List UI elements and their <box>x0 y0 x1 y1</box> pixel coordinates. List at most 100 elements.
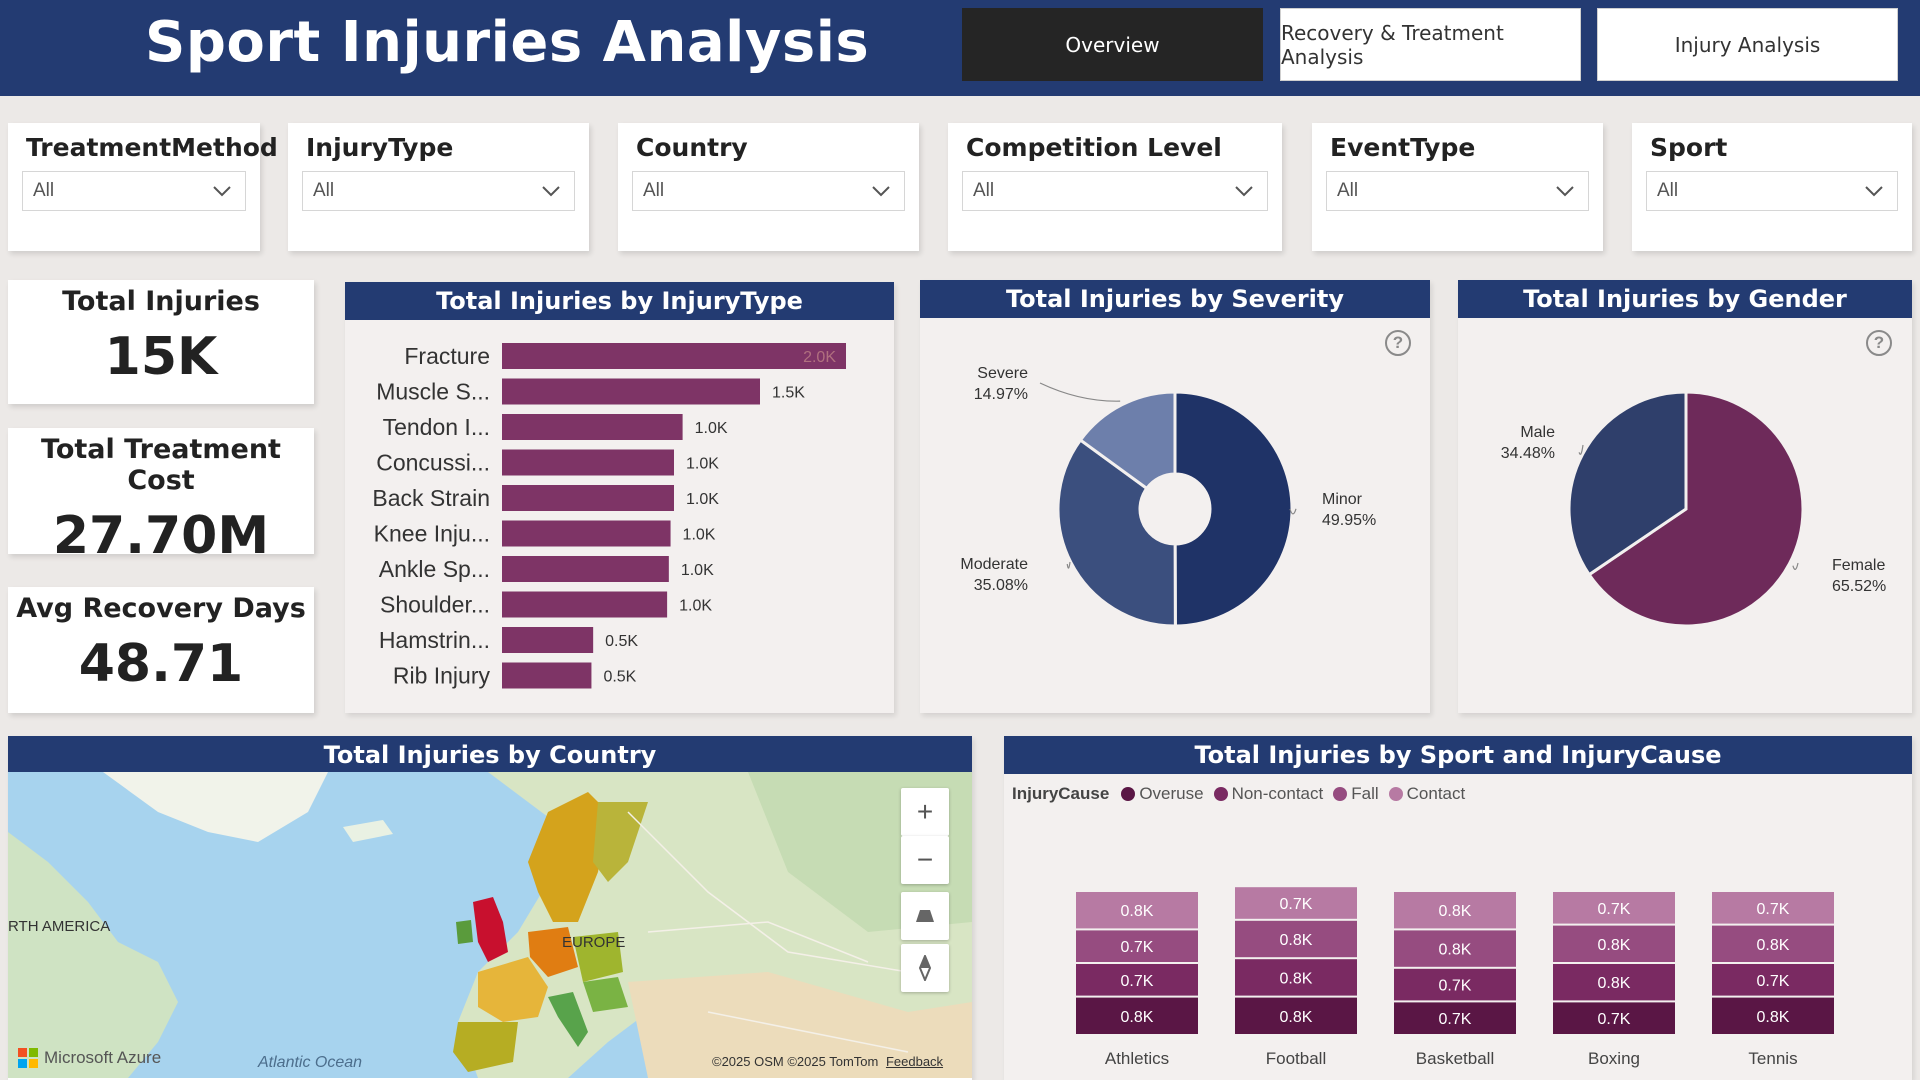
kpi-label: Avg Recovery Days <box>16 593 306 624</box>
kpi-value: 27.70M <box>52 506 270 566</box>
stack-segment <box>1553 1002 1675 1034</box>
panel-title: Total Injuries by Sport and InjuryCause <box>1004 736 1912 774</box>
help-icon[interactable]: ? <box>1385 330 1411 356</box>
country-dropdown[interactable]: All <box>632 171 905 211</box>
chevron-down-icon <box>542 186 560 197</box>
data-label: 0.7K <box>1439 1011 1472 1028</box>
country-shape[interactable] <box>583 977 628 1012</box>
country-shape[interactable] <box>548 992 588 1047</box>
legend-item-fall[interactable]: Fall <box>1333 784 1379 804</box>
help-icon[interactable]: ? <box>1866 330 1892 356</box>
slicer-country: Country All <box>618 123 919 251</box>
country-shape[interactable] <box>478 957 548 1022</box>
data-label: 2.0K <box>803 349 836 366</box>
data-label: 1.0K <box>681 562 714 579</box>
data-label: 0.8K <box>1121 1009 1154 1026</box>
leader-line <box>1289 508 1297 515</box>
severity-donut-chart: Minor 49.95% Moderate 35.08% Severe 14.97% <box>960 365 1376 628</box>
stack-segment <box>1712 925 1834 962</box>
category-label: Tendon I... <box>383 414 490 440</box>
leader-line <box>1066 561 1071 569</box>
stack-segment <box>1712 964 1834 996</box>
country-shape[interactable] <box>528 927 578 977</box>
legend-swatch <box>1333 787 1348 801</box>
pie-slice <box>1078 390 1177 491</box>
data-label: 0.8K <box>1598 975 1631 992</box>
country-shape[interactable] <box>456 920 473 944</box>
tilt-button[interactable] <box>901 892 949 940</box>
data-label: 0.8K <box>1280 932 1313 949</box>
slice-name-label: Male <box>1520 424 1555 441</box>
data-label: 0.8K <box>1757 1009 1790 1026</box>
zoom-in-button[interactable]: + <box>901 788 949 836</box>
panel-title: Total Injuries by Severity <box>920 280 1430 318</box>
country-shape[interactable] <box>593 802 648 882</box>
country-shape[interactable] <box>573 932 623 982</box>
data-label: 0.8K <box>1121 903 1154 920</box>
page-title: Sport Injuries Analysis <box>145 10 870 75</box>
map-brand: Microsoft Azure <box>18 1048 161 1068</box>
dropdown-value: All <box>1657 180 1679 201</box>
legend-swatch <box>1213 787 1228 801</box>
sport-dropdown[interactable]: All <box>1646 171 1898 211</box>
landmass <box>8 832 178 1078</box>
country-shape[interactable] <box>528 792 608 922</box>
stack-segment <box>1235 959 1357 996</box>
event-type-dropdown[interactable]: All <box>1326 171 1589 211</box>
country-shape[interactable] <box>453 1022 518 1072</box>
landmass <box>628 972 972 1078</box>
stack-segment <box>1553 892 1675 924</box>
legend-item-overuse[interactable]: Overuse <box>1121 784 1204 804</box>
tab-recovery-treatment[interactable]: Recovery & Treatment Analysis <box>1280 8 1581 81</box>
category-label: Boxing <box>1588 1049 1640 1068</box>
dropdown-value: All <box>1337 180 1359 201</box>
treatment-method-dropdown[interactable]: All <box>22 171 246 211</box>
category-label: Athletics <box>1105 1049 1169 1068</box>
slice-value-label: 34.48% <box>1501 445 1555 462</box>
data-label: 0.5K <box>603 669 636 686</box>
injury-type-dropdown[interactable]: All <box>302 171 575 211</box>
legend-title: InjuryCause <box>1012 784 1110 803</box>
map-feedback-link[interactable]: Feedback <box>885 1054 944 1069</box>
data-label: 0.7K <box>1598 901 1631 918</box>
slicer-title: Country <box>636 133 748 162</box>
tab-injury-analysis[interactable]: Injury Analysis <box>1597 8 1898 81</box>
slice-value-label: 35.08% <box>974 577 1028 594</box>
map-brand-text: Microsoft Azure <box>44 1048 162 1067</box>
map-canvas <box>8 772 972 1078</box>
category-label: Fracture <box>404 343 490 369</box>
zoom-in-glyph: + <box>916 796 934 827</box>
zoom-out-button[interactable]: − <box>901 836 949 884</box>
compass-button[interactable] <box>901 944 949 992</box>
stack-segment <box>1076 930 1198 962</box>
map-label-europe: EUROPE <box>562 934 626 951</box>
category-label: Muscle S... <box>376 379 490 405</box>
legend-item-contact[interactable]: Contact <box>1388 784 1465 804</box>
data-label: 0.7K <box>1121 973 1154 990</box>
tab-overview[interactable]: Overview <box>962 8 1263 81</box>
slicer-title: Sport <box>1650 133 1728 162</box>
chevron-down-icon <box>1865 186 1883 197</box>
bar <box>502 627 594 653</box>
category-label: Tennis <box>1748 1049 1797 1068</box>
competition-level-dropdown[interactable]: All <box>962 171 1268 211</box>
category-label: Football <box>1266 1049 1326 1068</box>
data-label: 1.0K <box>679 598 712 615</box>
country-map[interactable]: RTH AMERICA EUROPE Atlantic Ocean Micros… <box>8 772 972 1078</box>
chevron-down-icon <box>1235 186 1253 197</box>
microsoft-logo-icon <box>18 1048 38 1068</box>
leader-line <box>1578 444 1584 455</box>
data-label: 1.0K <box>686 491 719 508</box>
data-label: 1.0K <box>686 456 719 473</box>
slice-value-label: 49.95% <box>1322 512 1376 529</box>
data-label: 0.7K <box>1757 973 1790 990</box>
panel-title: Total Injuries by Gender <box>1458 280 1912 318</box>
map-label-north-america: RTH AMERICA <box>8 918 111 935</box>
country-shape[interactable] <box>473 897 508 962</box>
category-label: Back Strain <box>372 485 490 511</box>
kpi-value: 15K <box>104 327 218 387</box>
landmass <box>103 772 328 842</box>
bar <box>502 449 674 476</box>
legend-item-non-contact[interactable]: Non-contact <box>1213 784 1323 804</box>
slicer-title: TreatmentMethod <box>26 133 278 162</box>
